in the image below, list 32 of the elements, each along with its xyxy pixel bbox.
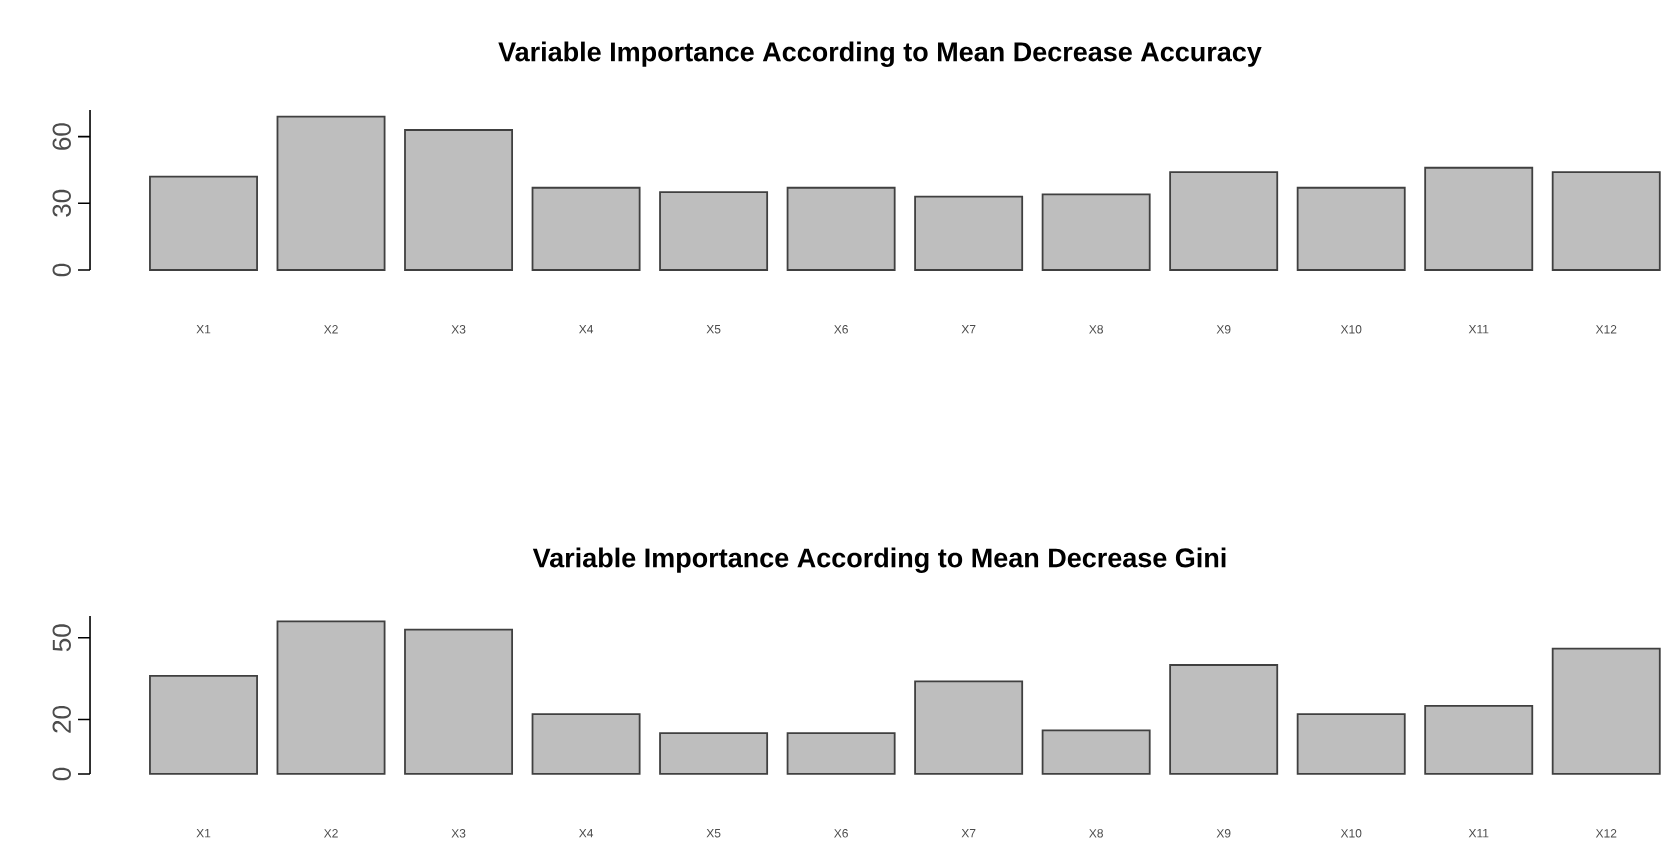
bar bbox=[531, 186, 641, 271]
y-tick-label: 20 bbox=[52, 706, 71, 733]
chart-title: Variable Importance According to Mean Decrease Accuracy bbox=[498, 41, 1262, 67]
bar bbox=[914, 195, 1024, 271]
bar bbox=[404, 628, 514, 775]
bar bbox=[149, 175, 258, 271]
bar bbox=[1424, 166, 1534, 271]
bar bbox=[1041, 729, 1151, 775]
bar bbox=[786, 186, 896, 271]
bar bbox=[1296, 713, 1406, 775]
bar bbox=[531, 713, 641, 775]
bar bbox=[1169, 171, 1279, 271]
bar bbox=[1424, 704, 1534, 775]
bar bbox=[1551, 171, 1661, 271]
bar bbox=[1296, 186, 1406, 271]
y-tick-label: 60 bbox=[52, 123, 71, 150]
chart-title: Variable Importance According to Mean Decrease Gini bbox=[532, 547, 1226, 573]
bar bbox=[914, 680, 1024, 775]
bar bbox=[1041, 193, 1151, 271]
y-tick-label: 0 bbox=[52, 263, 71, 277]
bar bbox=[659, 191, 769, 271]
bar bbox=[276, 620, 386, 775]
bar bbox=[404, 129, 514, 271]
bar bbox=[1551, 647, 1661, 775]
bar bbox=[786, 732, 896, 775]
bar bbox=[149, 675, 258, 775]
bar bbox=[659, 732, 769, 775]
y-tick-label: 50 bbox=[52, 624, 71, 652]
y-tick-label: 30 bbox=[52, 189, 71, 217]
bar bbox=[276, 115, 386, 271]
y-tick-label: 0 bbox=[52, 767, 71, 781]
bar bbox=[1169, 664, 1279, 775]
